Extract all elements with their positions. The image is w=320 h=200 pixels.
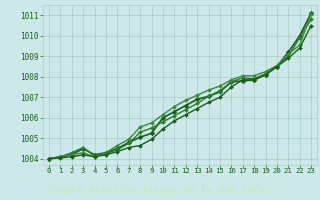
Text: Graphe pression niveau de la mer (hPa): Graphe pression niveau de la mer (hPa) <box>48 185 272 195</box>
